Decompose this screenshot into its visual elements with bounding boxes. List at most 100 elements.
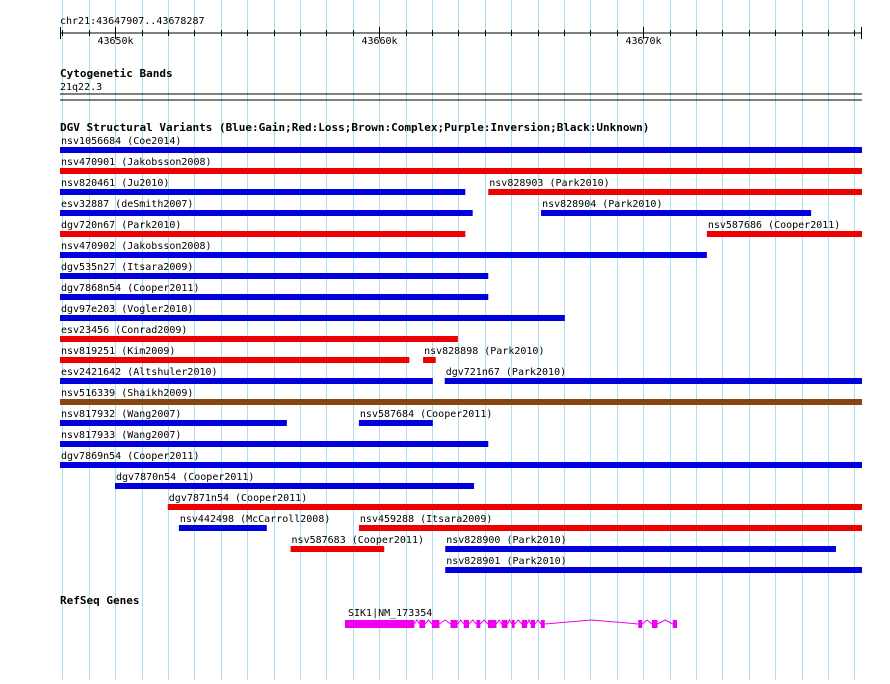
variant-bar[interactable]: [445, 567, 862, 573]
variant-bar[interactable]: [423, 357, 436, 363]
variant-feature[interactable]: dgv7869n54 (Cooper2011): [60, 451, 862, 468]
variant-label: nsv587686 (Cooper2011): [708, 220, 840, 231]
gene-exon: [344, 620, 415, 628]
gene-intron: [544, 619, 639, 625]
variant-bar[interactable]: [178, 525, 267, 531]
variant-feature[interactable]: dgv7870n54 (Cooper2011): [114, 472, 475, 489]
gene-exon: [540, 620, 545, 628]
variant-label: esv23456 (Conrad2009): [61, 325, 187, 336]
variant-bar[interactable]: [541, 210, 812, 216]
variant-feature[interactable]: nsv587683 (Cooper2011): [290, 535, 424, 552]
variant-label: nsv828903 (Park2010): [489, 178, 609, 189]
gene-intron: [657, 619, 674, 625]
variant-bar[interactable]: [60, 420, 287, 426]
variant-label: nsv470901 (Jakobsson2008): [61, 157, 212, 168]
variant-bar[interactable]: [60, 336, 458, 342]
variant-feature[interactable]: dgv7871n54 (Cooper2011): [167, 493, 863, 510]
variant-label: nsv587683 (Cooper2011): [292, 535, 424, 546]
variant-bar[interactable]: [114, 483, 475, 489]
gene-exon: [488, 620, 497, 628]
region-label: chr21:43647907..43678287: [60, 16, 205, 27]
gene-intron: [534, 619, 542, 625]
variant-bar[interactable]: [60, 441, 489, 447]
ruler-ticks: 43650k 43660k 43670k: [60, 27, 862, 47]
variant-feature[interactable]: dgv7868n54 (Cooper2011): [60, 283, 489, 300]
variant-bar[interactable]: [358, 525, 862, 531]
variant-label: dgv7868n54 (Cooper2011): [61, 283, 199, 294]
variant-feature[interactable]: nsv828904 (Park2010): [541, 199, 812, 216]
variant-bar[interactable]: [60, 252, 707, 258]
variant-bar[interactable]: [60, 147, 862, 153]
variant-feature[interactable]: dgv720n67 (Park2010): [60, 220, 466, 237]
gene-intron: [468, 619, 477, 625]
variant-feature[interactable]: esv32887 (deSmith2007): [60, 199, 473, 216]
variant-feature[interactable]: dgv721n67 (Park2010): [444, 367, 862, 384]
variant-label: nsv819251 (Kim2009): [61, 346, 175, 357]
variant-bar[interactable]: [445, 546, 836, 552]
variant-bar[interactable]: [290, 546, 385, 552]
gene-exon: [521, 620, 528, 628]
gene-exon: [530, 620, 535, 628]
variant-feature[interactable]: esv2421642 (Altshuler2010): [60, 367, 433, 384]
gene-intron: [439, 619, 451, 625]
variant-feature[interactable]: nsv516339 (Shaikh2009): [60, 388, 862, 405]
variant-feature[interactable]: nsv828901 (Park2010): [445, 556, 862, 573]
variant-feature[interactable]: nsv470902 (Jakobsson2008): [60, 241, 707, 258]
variant-label: dgv720n67 (Park2010): [61, 220, 181, 231]
gene-exon: [450, 620, 458, 628]
gene-intron: [526, 618, 532, 625]
variant-bar[interactable]: [60, 231, 466, 237]
variant-feature[interactable]: dgv535n27 (Itsara2009): [60, 262, 489, 279]
variant-feature[interactable]: nsv820461 (Ju2010): [60, 178, 466, 195]
gene-model-sik1[interactable]: [344, 618, 678, 628]
variant-bar[interactable]: [60, 294, 489, 300]
variant-label: nsv587684 (Cooper2011): [360, 409, 492, 420]
variant-bar[interactable]: [60, 168, 862, 174]
ruler-tick-label: 43650k: [97, 36, 133, 47]
gene-intron: [507, 618, 513, 625]
gene-exon: [476, 620, 481, 628]
gene-intron: [457, 619, 465, 625]
variant-label: dgv7870n54 (Cooper2011): [116, 472, 254, 483]
variant-label: esv2421642 (Altshuler2010): [61, 367, 218, 378]
variant-bar[interactable]: [358, 420, 433, 426]
variant-feature[interactable]: nsv1056684 (Coe2014): [60, 136, 862, 153]
variant-feature[interactable]: nsv459288 (Itsara2009): [358, 514, 862, 531]
variant-label: dgv7871n54 (Cooper2011): [169, 493, 307, 504]
variant-bar[interactable]: [60, 462, 862, 468]
gene-label[interactable]: SIK1|NM_173354: [348, 608, 432, 619]
gene-exon: [638, 620, 643, 628]
variant-feature[interactable]: nsv828903 (Park2010): [488, 178, 862, 195]
variant-feature[interactable]: nsv817932 (Wang2007): [60, 409, 287, 426]
variant-bar[interactable]: [60, 210, 473, 216]
gene-intron: [641, 619, 653, 625]
variant-feature[interactable]: nsv828898 (Park2010): [423, 346, 544, 363]
variant-feature[interactable]: nsv819251 (Kim2009): [60, 346, 410, 363]
variant-feature[interactable]: nsv470901 (Jakobsson2008): [60, 157, 862, 174]
variant-label: nsv828898 (Park2010): [424, 346, 544, 357]
variant-bar[interactable]: [60, 399, 862, 405]
variant-label: nsv817932 (Wang2007): [61, 409, 181, 420]
variant-feature[interactable]: esv23456 (Conrad2009): [60, 325, 458, 342]
variant-feature[interactable]: nsv587684 (Cooper2011): [358, 409, 492, 426]
variant-bar[interactable]: [488, 189, 862, 195]
variant-feature[interactable]: nsv828900 (Park2010): [445, 535, 836, 552]
variant-bar[interactable]: [60, 273, 489, 279]
variant-feature[interactable]: dgv97e203 (Vogler2010): [60, 304, 565, 321]
variant-bar[interactable]: [60, 189, 466, 195]
variant-feature[interactable]: nsv817933 (Wang2007): [60, 430, 489, 447]
ruler-tick-label: 43670k: [625, 36, 661, 47]
variant-bar[interactable]: [60, 357, 410, 363]
variant-bar[interactable]: [167, 504, 863, 510]
variant-label: nsv817933 (Wang2007): [61, 430, 181, 441]
refseq-track-title: RefSeq Genes: [60, 594, 139, 607]
variant-feature[interactable]: nsv442498 (McCarroll2008): [178, 514, 331, 531]
variant-bar[interactable]: [60, 315, 565, 321]
variant-bar[interactable]: [706, 231, 862, 237]
variant-feature[interactable]: nsv587686 (Cooper2011): [706, 220, 862, 237]
variant-bar[interactable]: [444, 378, 862, 384]
gene-exon: [501, 620, 508, 628]
variant-bar[interactable]: [60, 378, 433, 384]
cytoband-label: 21q22.3: [60, 82, 102, 93]
